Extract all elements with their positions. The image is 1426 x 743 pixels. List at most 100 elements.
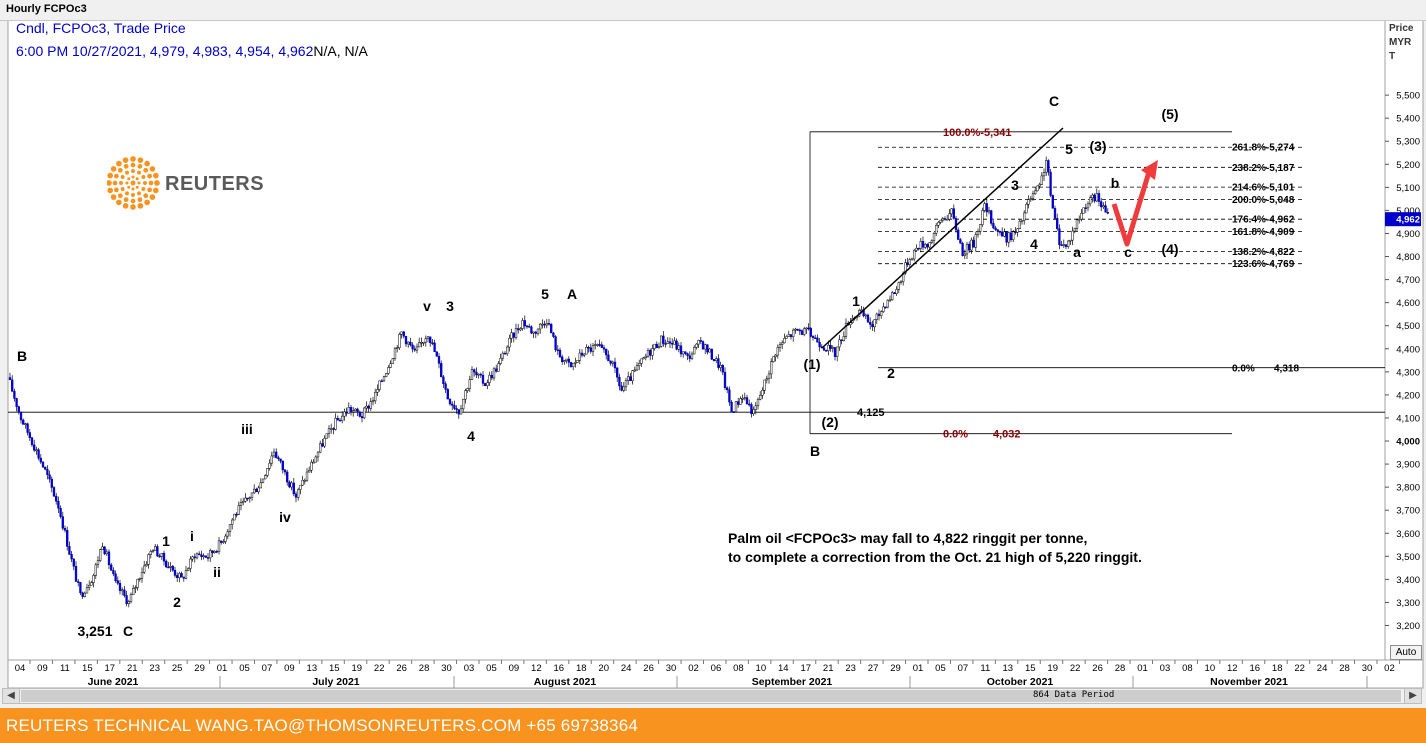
candle-body	[994, 227, 997, 231]
candle-body	[609, 360, 612, 364]
candle-body	[811, 335, 815, 338]
plot-area	[7, 19, 1386, 661]
candle-body	[607, 354, 610, 362]
candle-body	[13, 391, 16, 399]
logo-dot	[143, 167, 149, 173]
candle-body	[385, 373, 388, 377]
candle-body	[220, 540, 223, 543]
wave-label: 3	[446, 298, 454, 314]
logo-dot	[112, 180, 118, 186]
candle-body	[873, 319, 876, 328]
candle-body	[1064, 244, 1068, 247]
candle-body	[871, 324, 874, 328]
candle-body	[1053, 208, 1057, 219]
x-tick-label: 01	[913, 663, 924, 674]
candle-body	[528, 325, 531, 328]
x-tick-label: 10	[1205, 663, 1216, 674]
candle-body	[992, 223, 995, 229]
x-tick-label: 24	[621, 663, 632, 674]
candle-body	[475, 371, 478, 376]
candle-body	[479, 373, 482, 376]
candle-body	[561, 356, 564, 362]
candle-body	[869, 322, 872, 325]
fib-extension-label: 238.2%-5,187	[1232, 163, 1295, 174]
candle-body	[1036, 185, 1039, 192]
candle-body	[343, 411, 346, 417]
candle-body	[838, 339, 841, 348]
candle-body	[123, 589, 126, 596]
candle-body	[1014, 231, 1017, 233]
candle-body	[644, 355, 647, 359]
candle-body	[272, 451, 276, 457]
candle-body	[530, 326, 533, 334]
candle-body	[891, 292, 894, 301]
scroll-right-icon[interactable]: ▶	[1404, 689, 1421, 703]
x-tick-label: 30	[441, 663, 452, 674]
fib-0-pct: 0.0%	[943, 429, 968, 441]
candle-body	[121, 589, 124, 592]
fib-extension-label: 176.4%-4,962	[1232, 215, 1295, 226]
candle-body	[963, 253, 966, 256]
candle-body	[103, 546, 106, 555]
candle-body	[156, 546, 159, 557]
auto-scale-button[interactable]: Auto	[1390, 645, 1422, 660]
x-tick-label: 22	[374, 663, 385, 674]
candle-body	[248, 497, 251, 499]
candle-body	[369, 401, 372, 409]
candle-body	[404, 336, 408, 345]
candle-body	[697, 340, 700, 345]
fib-extension-label: 200.0%-5,048	[1232, 195, 1295, 206]
candle-body	[193, 556, 196, 559]
candle-body	[937, 221, 940, 226]
x-tick-label: 05	[486, 663, 497, 674]
candle-body	[583, 353, 586, 356]
candle-body	[684, 351, 687, 354]
candle-body	[776, 347, 779, 356]
candle-body	[959, 239, 962, 244]
logo-dot	[110, 194, 117, 200]
scroll-thumb[interactable]	[21, 690, 1401, 702]
candle-body	[1084, 207, 1087, 210]
candle-body	[664, 343, 667, 345]
month-label: August 2021	[534, 676, 597, 688]
candle-body	[55, 495, 58, 502]
footer-text: REUTERS TECHNICAL WANG.TAO@THOMSONREUTER…	[6, 716, 639, 735]
x-tick-label: 20	[598, 663, 609, 674]
candle-body	[206, 557, 210, 559]
reuters-logo-text: REUTERS	[165, 173, 265, 195]
wave-label: (3)	[1089, 138, 1106, 154]
candle-body	[1031, 193, 1035, 199]
logo-dot	[149, 166, 156, 172]
candle-body	[176, 575, 179, 578]
candle-body	[429, 336, 432, 344]
candle-body	[770, 361, 773, 375]
candle-body	[420, 341, 423, 344]
time-scrollbar[interactable]: ◀ 864 Data Period ▶	[2, 688, 1422, 704]
candle-body	[739, 398, 742, 405]
candle-body	[677, 345, 680, 350]
candle-body	[107, 551, 111, 566]
candle-body	[690, 353, 694, 359]
x-tick-label: 09	[509, 663, 520, 674]
candle-body	[706, 344, 709, 353]
candle-body	[649, 350, 652, 356]
x-tick-label: 08	[733, 663, 744, 674]
candle-body	[552, 332, 555, 337]
scroll-left-icon[interactable]: ◀	[3, 689, 20, 703]
fib-zero-value: 4,318	[1274, 364, 1299, 375]
candle-body	[704, 344, 707, 350]
candle-body	[1029, 198, 1032, 200]
candle-body	[455, 408, 458, 410]
candle-body	[46, 468, 49, 476]
candle-body	[998, 231, 1002, 233]
candle-body	[660, 335, 663, 347]
candle-body	[624, 380, 628, 388]
candle-body	[547, 323, 551, 325]
candle-body	[33, 444, 36, 451]
candle-body	[591, 345, 595, 352]
candle-body	[275, 451, 278, 458]
logo-dot	[131, 169, 135, 173]
annotation-line-1: Palm oil <FCPOc3> may fall to 4,822 ring…	[728, 530, 1087, 546]
candle-body	[250, 492, 254, 498]
candle-body	[576, 360, 579, 363]
